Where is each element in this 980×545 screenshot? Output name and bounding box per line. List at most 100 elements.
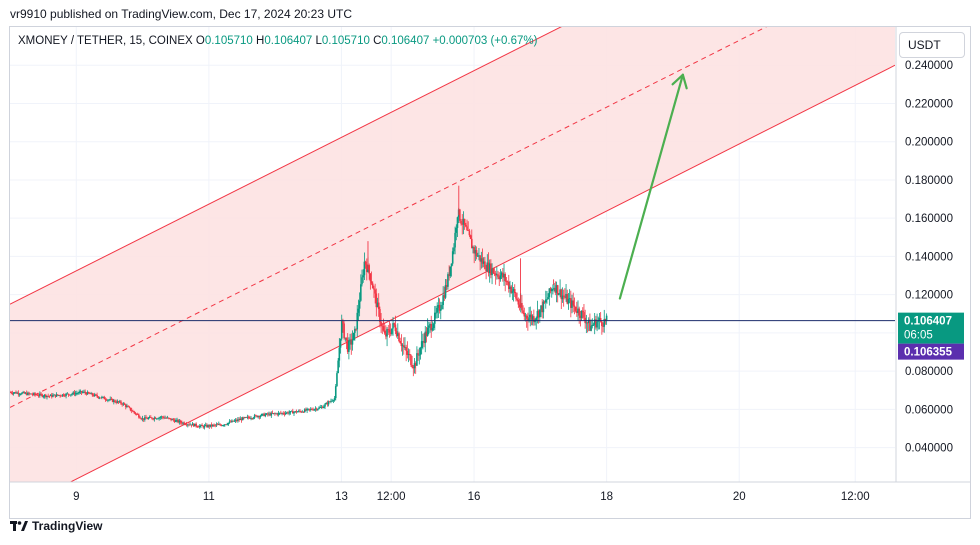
candle-body xyxy=(158,417,160,419)
candle-body xyxy=(472,247,474,249)
candle-body xyxy=(465,224,467,227)
candle-body xyxy=(553,287,555,290)
currency-button[interactable]: USDT xyxy=(899,32,965,58)
low-label: L xyxy=(315,35,322,47)
candle-body xyxy=(486,262,489,272)
candle-body xyxy=(99,397,102,399)
candle-body xyxy=(524,315,527,317)
candle-body xyxy=(559,289,561,295)
candle-body xyxy=(502,272,504,278)
candle-body xyxy=(178,420,181,423)
candle-body xyxy=(499,275,502,280)
channel-mid-line[interactable] xyxy=(10,0,895,408)
candle-body xyxy=(364,261,367,265)
candle-body xyxy=(478,255,480,257)
symbol-name[interactable]: XMONEY / TETHER, 15, COINEX xyxy=(18,35,193,47)
candle-body xyxy=(140,418,143,420)
candle-body xyxy=(185,424,188,426)
candle-body xyxy=(83,391,85,393)
candle-body xyxy=(562,295,565,297)
candle-body xyxy=(571,300,573,308)
candle-body xyxy=(589,319,591,331)
candle-body xyxy=(352,332,355,341)
candle-body xyxy=(528,317,530,321)
candle-body xyxy=(262,413,264,415)
candle-body xyxy=(138,414,140,418)
candle-body xyxy=(241,417,244,421)
candle-body xyxy=(287,412,289,414)
candle-body xyxy=(165,417,168,419)
candle-body xyxy=(438,305,441,311)
candle-body xyxy=(132,410,134,412)
candle-body xyxy=(552,289,554,290)
time-axis[interactable]: 9 11 13 12:00 16 18 20 12:00 xyxy=(73,491,870,503)
candle-body xyxy=(13,392,16,393)
candle-body xyxy=(153,417,156,420)
candle-body xyxy=(556,285,559,295)
candle-body xyxy=(539,309,541,318)
candle-body xyxy=(417,353,419,355)
candle-body xyxy=(155,418,158,420)
candle-body xyxy=(256,415,258,418)
candle-body xyxy=(271,412,274,414)
candle-body xyxy=(144,417,146,420)
candle-body xyxy=(65,393,67,396)
candle-body xyxy=(517,300,520,305)
candle-body xyxy=(210,424,213,427)
candle-body xyxy=(61,394,64,396)
candle-body xyxy=(133,411,135,413)
candle-body xyxy=(400,343,403,347)
candle-body xyxy=(430,324,433,331)
candle-body xyxy=(443,295,446,298)
footer-brand[interactable]: TradingView xyxy=(10,519,102,533)
candle-body xyxy=(546,299,548,301)
candle-body xyxy=(233,420,236,422)
candle-body xyxy=(544,299,547,303)
candle-body xyxy=(161,416,164,418)
price-axis[interactable]: 0.240000 0.220000 0.200000 0.180000 0.160000… xyxy=(905,60,953,454)
candle-body xyxy=(323,406,325,409)
candle-body xyxy=(412,367,415,369)
candle-body xyxy=(142,418,145,420)
candle-body xyxy=(134,412,137,414)
candle-body xyxy=(118,401,121,403)
candle-body xyxy=(166,417,169,419)
channel-upper-line[interactable] xyxy=(10,0,895,305)
symbol-legend[interactable]: XMONEY / TETHER, 15, COINEX O0.105710 H0… xyxy=(18,35,537,47)
candle-body xyxy=(605,315,608,321)
candle-body xyxy=(604,318,607,321)
candle-body xyxy=(330,400,332,402)
candle-body xyxy=(305,409,307,411)
candle-body xyxy=(169,418,171,419)
candle-body xyxy=(179,420,182,423)
candle-body xyxy=(392,323,394,329)
target-arrow[interactable] xyxy=(618,73,688,300)
candle-body xyxy=(239,418,242,421)
candle-body xyxy=(303,409,306,413)
candle-body xyxy=(407,354,410,355)
candle-body xyxy=(500,272,503,276)
price-tick-label: 0.080000 xyxy=(905,366,953,378)
candle-body xyxy=(278,412,281,414)
candle-body xyxy=(395,331,398,337)
candle-body xyxy=(257,416,259,418)
candle-body xyxy=(27,392,29,395)
candle-body xyxy=(62,394,65,396)
candle-body xyxy=(184,424,187,426)
channel-lower-line[interactable] xyxy=(10,64,895,512)
candle-body xyxy=(506,281,509,283)
candle-body xyxy=(405,347,407,352)
candle-body xyxy=(460,220,462,224)
candle-body xyxy=(404,347,406,348)
candle-body xyxy=(397,333,399,337)
candle-body xyxy=(240,418,243,421)
candle-body xyxy=(515,293,517,299)
candle-body xyxy=(547,297,549,300)
candle-body xyxy=(260,414,263,416)
candle-body xyxy=(85,392,88,395)
candle-body xyxy=(598,318,601,321)
candle-body xyxy=(388,329,391,333)
candle-body xyxy=(463,218,466,225)
price-tick-label: 0.240000 xyxy=(905,60,953,72)
